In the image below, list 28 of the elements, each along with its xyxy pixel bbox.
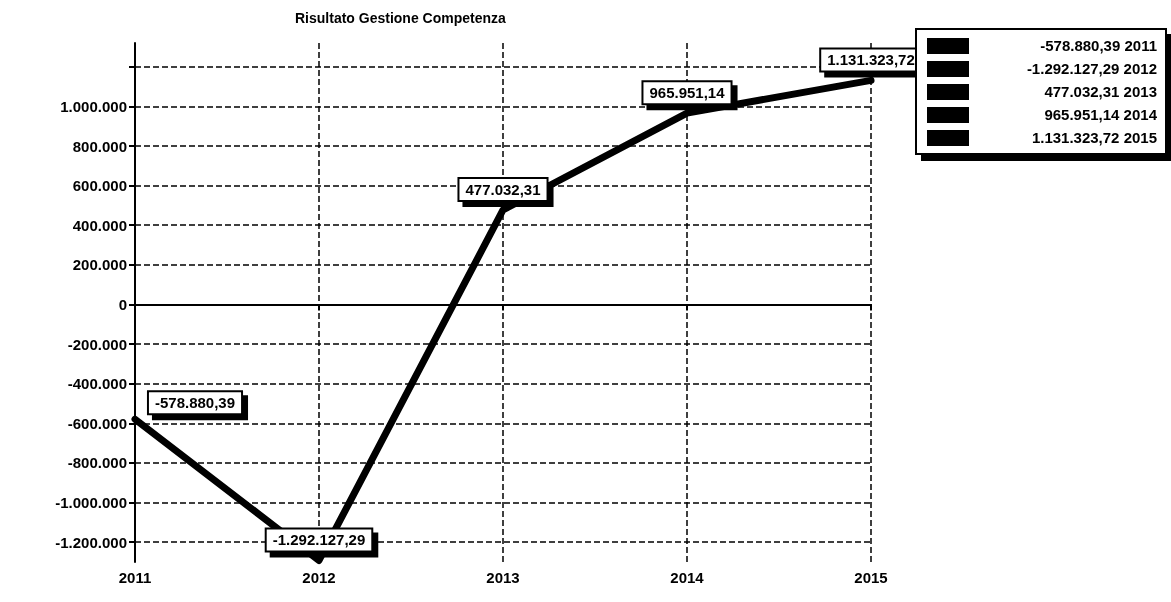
text: -578.880,39 2011: [1040, 37, 1157, 54]
data-label: 1.131.323,72: [827, 51, 915, 69]
y-tick-label: 0: [118, 295, 127, 313]
data-label: 965.951,14: [649, 84, 726, 102]
text: 965.951,14 2014: [1044, 106, 1157, 123]
y-tick-label: -1.200.000: [55, 533, 127, 551]
text: 477.032,31 2013: [1044, 83, 1157, 100]
y-tick-label: -400.000: [67, 375, 127, 393]
y-tick-label: 200.000: [72, 256, 127, 274]
y-tick-label: 800.000: [72, 137, 127, 155]
text: 1.131.323,72 2015: [1031, 129, 1157, 146]
chart-title: Risultato Gestione Competenza: [295, 10, 507, 26]
x-tick-label: 2013: [486, 569, 520, 586]
data-label: -1.292.127,29: [272, 531, 366, 549]
text: -1.292.127,29 2012: [1026, 60, 1157, 77]
x-tick-label: 2014: [670, 569, 705, 586]
y-tick-label: -600.000: [67, 414, 127, 432]
y-tick-label: -1.000.000: [55, 494, 127, 512]
y-tick-label: 1.000.000: [60, 97, 127, 115]
y-tick-label: 400.000: [72, 216, 127, 234]
y-tick-label: 600.000: [72, 177, 127, 195]
y-tick-label: -800.000: [67, 454, 127, 472]
x-tick-label: 2011: [118, 569, 152, 586]
x-tick-label: 2015: [854, 569, 888, 586]
data-label: -578.880,39: [154, 394, 236, 412]
x-tick-label: 2012: [302, 569, 336, 586]
y-tick-label: -200.000: [67, 335, 127, 353]
data-label: 477.032,31: [465, 180, 541, 198]
